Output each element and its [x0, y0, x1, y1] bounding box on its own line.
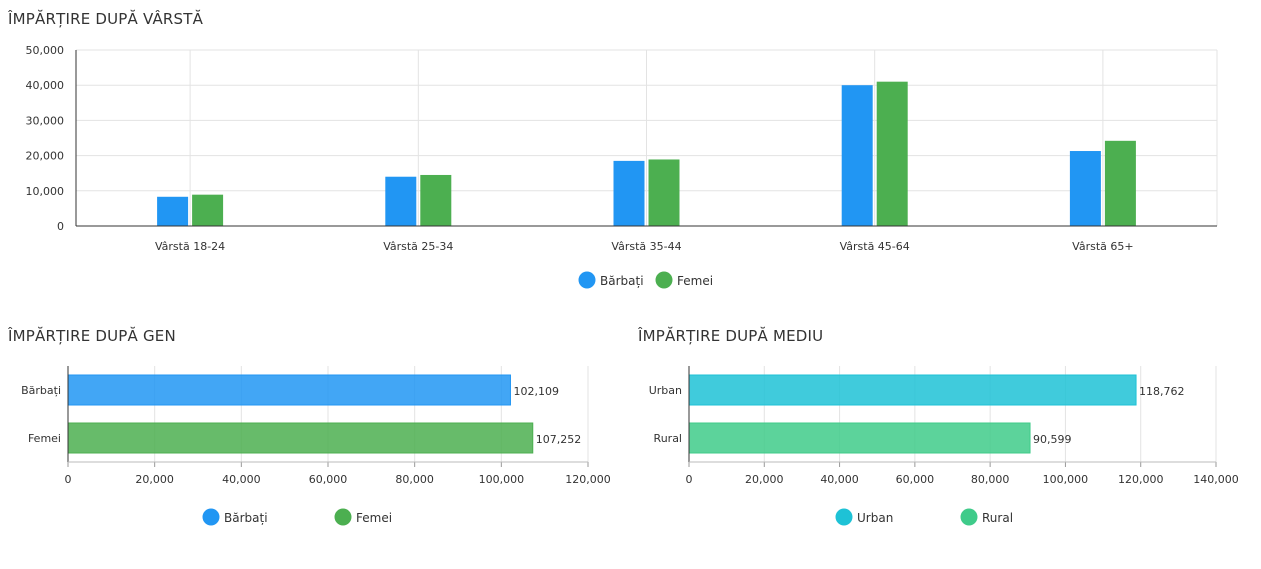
x-tick-label: 120,000	[565, 473, 611, 486]
bar-barbati	[67, 374, 511, 406]
x-tick-label: 80,000	[971, 473, 1010, 486]
bar-femei	[67, 422, 534, 454]
legend-label: Urban	[857, 511, 893, 525]
legend-marker-barbati	[578, 271, 596, 289]
y-tick-label: 40,000	[26, 79, 65, 92]
y-tick-label: 50,000	[26, 44, 65, 57]
bar-femei	[420, 174, 452, 226]
x-tick-label: Vârstă 18-24	[155, 240, 225, 253]
legend-marker-barbati	[202, 508, 220, 526]
y-tick-label: Bărbați	[21, 384, 61, 397]
x-tick-label: 60,000	[309, 473, 348, 486]
x-tick-label: 60,000	[896, 473, 935, 486]
y-tick-label: Femei	[28, 432, 61, 445]
x-tick-label: 40,000	[222, 473, 261, 486]
x-tick-label: 80,000	[395, 473, 434, 486]
data-label: 90,599	[1033, 433, 1072, 446]
data-label: 102,109	[513, 385, 559, 398]
x-tick-label: 100,000	[1043, 473, 1089, 486]
legend-label: Femei	[356, 511, 392, 525]
bar-femei	[1104, 140, 1136, 226]
y-tick-label: 30,000	[26, 114, 65, 127]
x-tick-label: Vârstă 35-44	[611, 240, 681, 253]
x-tick-label: 20,000	[135, 473, 174, 486]
bar-barbati	[841, 85, 873, 226]
x-tick-label: 0	[686, 473, 693, 486]
x-tick-label: Vârstă 65+	[1072, 240, 1133, 253]
x-tick-label: 140,000	[1193, 473, 1239, 486]
x-tick-label: 20,000	[745, 473, 784, 486]
bar-rural	[688, 422, 1031, 454]
x-tick-label: 100,000	[479, 473, 525, 486]
bar-barbati	[157, 196, 189, 226]
x-tick-label: Vârstă 45-64	[840, 240, 910, 253]
legend-marker-urban	[835, 508, 853, 526]
x-tick-label: 0	[65, 473, 72, 486]
y-tick-label: Rural	[654, 432, 682, 445]
bar-femei	[648, 159, 680, 226]
bar-femei	[876, 81, 908, 227]
env-chart-title: ÎMPĂRȚIRE DUPĂ MEDIU	[638, 327, 824, 345]
legend-label: Bărbați	[600, 274, 644, 288]
data-label: 107,252	[536, 433, 582, 446]
bar-urban	[688, 374, 1137, 406]
age-chart-title: ÎMPĂRȚIRE DUPĂ VÂRSTĂ	[8, 10, 204, 28]
y-tick-label: 10,000	[26, 185, 65, 198]
bar-barbati	[613, 160, 645, 226]
x-tick-label: Vârstă 25-34	[383, 240, 453, 253]
data-label: 118,762	[1139, 385, 1185, 398]
legend-marker-femei	[655, 271, 673, 289]
y-tick-label: 0	[57, 220, 64, 233]
x-tick-label: 40,000	[820, 473, 859, 486]
gender-chart-title: ÎMPĂRȚIRE DUPĂ GEN	[8, 327, 176, 345]
legend-label: Rural	[982, 511, 1013, 525]
bar-barbati	[1069, 151, 1101, 226]
bar-barbati	[385, 176, 417, 226]
legend-label: Bărbați	[224, 511, 268, 525]
bar-femei	[192, 194, 224, 226]
x-tick-label: 120,000	[1118, 473, 1164, 486]
legend-label: Femei	[677, 274, 713, 288]
legend-marker-femei	[334, 508, 352, 526]
y-tick-label: 20,000	[26, 150, 65, 163]
legend-marker-rural	[960, 508, 978, 526]
y-tick-label: Urban	[649, 384, 682, 397]
